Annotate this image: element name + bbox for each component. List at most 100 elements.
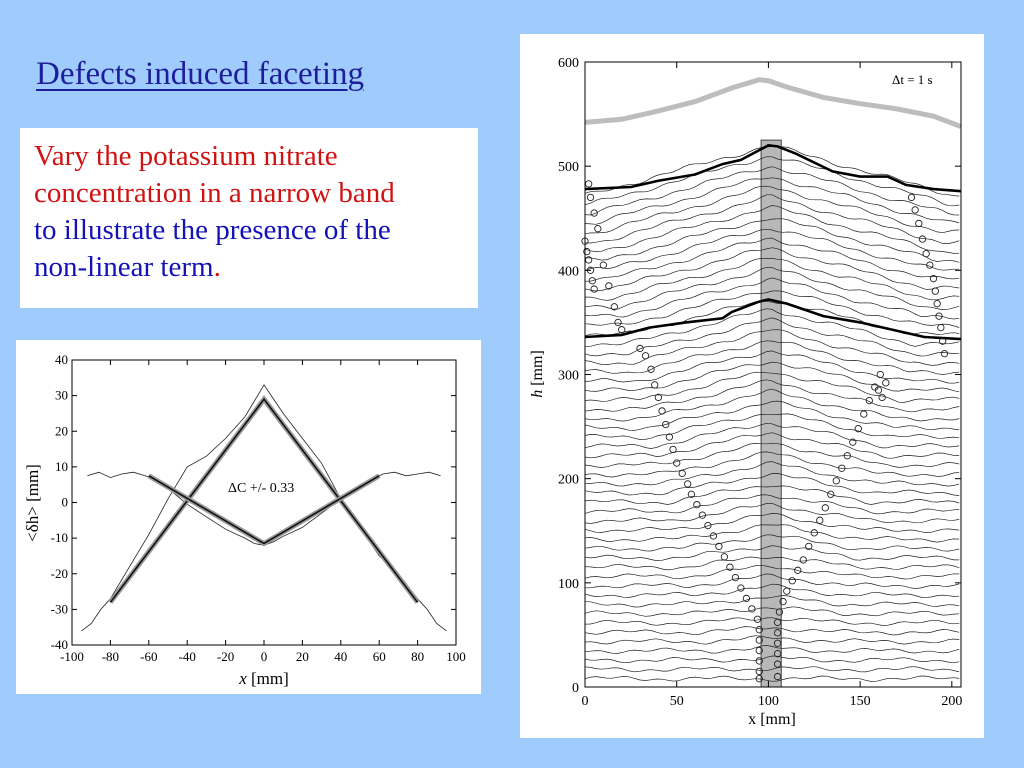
- profile-line: [584, 442, 960, 468]
- profile-line: [584, 228, 960, 271]
- description-period: .: [213, 251, 221, 283]
- x-tick-label: -40: [179, 649, 196, 664]
- facet-marker: [773, 660, 782, 668]
- facet-marker: [773, 650, 782, 658]
- profile-line: [585, 573, 960, 589]
- profile-line: [584, 166, 960, 216]
- description-box: Vary the potassium nitrate concentration…: [20, 128, 478, 308]
- profile-line: [584, 379, 960, 413]
- profile-line: [584, 485, 960, 505]
- facet-marker: [583, 247, 591, 256]
- y-tick-label: 10: [55, 459, 68, 474]
- profile-line: [584, 595, 960, 608]
- facet-marker: [662, 420, 670, 429]
- facet-marker: [940, 350, 949, 358]
- facet-marker: [599, 261, 607, 269]
- facet-marker: [832, 477, 840, 485]
- profile-line: [584, 583, 960, 599]
- facet-marker: [773, 639, 782, 647]
- profile-line: [584, 513, 960, 533]
- y-tick-label: -10: [51, 530, 68, 545]
- facet-marker: [678, 469, 686, 478]
- facet-marker: [773, 672, 782, 681]
- facet-marker: [748, 605, 756, 613]
- profile-line: [584, 502, 960, 524]
- series-3-line: [148, 475, 380, 545]
- facet-marker: [939, 337, 947, 345]
- facet-marker: [618, 326, 626, 334]
- facet-marker: [647, 365, 655, 373]
- facet-marker: [849, 438, 857, 446]
- height-profiles-chart: 0 50 100 150 200 0 100 200 300 400 500 600 Δt = 1 s…: [529, 56, 962, 728]
- facet-marker: [737, 584, 745, 592]
- profile-line: [584, 655, 960, 664]
- profile-line: [584, 675, 960, 682]
- facet-marker: [641, 352, 650, 360]
- description-line-2: concentration in a narrow band: [34, 177, 395, 209]
- facet-marker: [590, 285, 598, 293]
- facet-marker: [918, 235, 927, 243]
- y-tick-label: 20: [55, 423, 68, 438]
- y-tick-label: 200: [558, 473, 579, 488]
- profile-line: [584, 290, 960, 328]
- facet-marker: [911, 206, 919, 214]
- facet-marker: [876, 370, 884, 379]
- profile-line: [584, 185, 960, 235]
- facet-marker: [821, 504, 829, 512]
- x-axis-label: x [mm]: [748, 711, 796, 728]
- facet-marker: [590, 209, 598, 217]
- x-tick-label: -20: [217, 649, 234, 664]
- profile-line: [584, 177, 960, 225]
- x-tick-label: 100: [446, 649, 466, 664]
- facet-marker: [731, 573, 740, 582]
- profile-line: [584, 606, 960, 617]
- facet-marker: [651, 381, 659, 389]
- x-tick-label: 50: [670, 694, 684, 709]
- facet-marker: [827, 490, 835, 498]
- facet-marker: [922, 250, 930, 258]
- facet-marker: [838, 464, 846, 472]
- facet-marker: [673, 459, 681, 467]
- x-tick-label: -100: [60, 649, 84, 664]
- facet-marker: [742, 594, 751, 603]
- profile-line: [584, 194, 960, 244]
- y-tick-label: 100: [558, 577, 579, 592]
- series-1-line: [81, 384, 447, 632]
- y-tick-label: 400: [558, 264, 579, 279]
- slide-title: Defects induced faceting: [36, 56, 365, 92]
- y-axis-label: h [mm]: [529, 350, 546, 398]
- profile-line: [584, 617, 960, 626]
- facet-marker: [773, 618, 782, 627]
- x-tick-label: 0: [261, 649, 268, 664]
- profile-line: [584, 247, 960, 292]
- facet-marker: [709, 532, 718, 540]
- profile-line: [584, 350, 960, 384]
- facet-marker: [726, 563, 734, 571]
- profile-line: [584, 422, 960, 449]
- facet-marker: [588, 277, 596, 285]
- y-axis-label: <δh> [mm]: [23, 464, 42, 542]
- facet-marker: [684, 480, 692, 488]
- facet-marker: [816, 516, 824, 524]
- series-2-line: [109, 397, 419, 603]
- x-tick-label: 200: [941, 694, 962, 709]
- profile-line: [584, 266, 960, 310]
- facet-marker: [775, 608, 784, 616]
- facet-marker: [783, 587, 791, 595]
- profile-line: [584, 317, 960, 357]
- profile-line: [584, 432, 960, 459]
- profile-line: [584, 473, 960, 496]
- profile-line: [584, 534, 960, 552]
- y-tick-label: 30: [55, 388, 68, 403]
- facet-marker: [755, 667, 763, 676]
- facet-marker: [860, 410, 868, 418]
- facet-marker: [594, 225, 602, 233]
- profile-line: [584, 340, 960, 375]
- facet-marker: [755, 626, 763, 634]
- profile-line: [584, 371, 960, 403]
- facet-marker: [843, 452, 851, 460]
- facet-marker: [937, 323, 945, 332]
- facet-marker: [586, 193, 595, 202]
- profile-line: [584, 564, 960, 580]
- y-tick-label: -20: [51, 566, 68, 581]
